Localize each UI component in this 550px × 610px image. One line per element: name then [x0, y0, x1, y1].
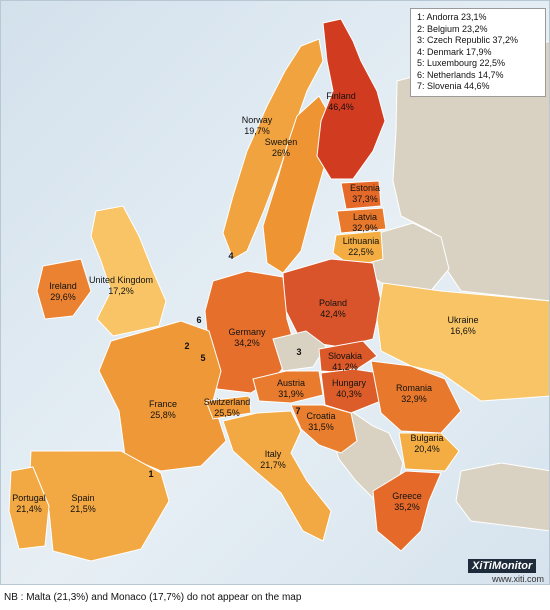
label-hungary-value: 40,3% [336, 389, 362, 399]
label-bulgaria-name: Bulgaria [410, 433, 443, 443]
label-ireland-name: Ireland [49, 281, 77, 291]
country-portugal [8, 466, 50, 550]
country-labels: Finland46,4%Norway19,7%Sweden26%Estonia3… [12, 91, 478, 514]
label-sweden-value: 26% [272, 148, 290, 158]
europe-map: Finland 46,4% Norway 19,7% Sweden 26% Estonia 3… [0, 0, 550, 585]
region-turkey [455, 462, 549, 532]
label-spain-name: Spain [71, 493, 94, 503]
country-poland [282, 258, 382, 348]
label-switzerland-value: 25,5% [214, 408, 240, 418]
label-romania-name: Romania [396, 383, 432, 393]
label-lithuania-value: 22,5% [348, 247, 374, 257]
label-poland-value: 42,4% [320, 309, 346, 319]
label-austria-value: 31,9% [278, 389, 304, 399]
label-lithuania-name: Lithuania [343, 236, 380, 246]
label-ukraine-name: Ukraine [447, 315, 478, 325]
label-bulgaria-value: 20,4% [414, 444, 440, 454]
country-estonia [340, 180, 382, 210]
legend-item: 6: Netherlands 14,7% [417, 69, 504, 80]
label-estonia-value: 37,3% [352, 194, 378, 204]
marker-2: 2 [184, 341, 189, 351]
footnote: NB : Malta (21,3%) and Monaco (17,7%) do… [4, 592, 302, 603]
label-romania-value: 32,9% [401, 394, 427, 404]
country-bulgaria [398, 432, 460, 472]
legend-item: 7: Slovenia 44,6% [417, 81, 490, 91]
label-austria-name: Austria [277, 378, 305, 388]
label-germany-name: Germany [228, 327, 266, 337]
country-ukraine [376, 282, 549, 402]
marker-7: 7 [295, 406, 300, 416]
label-latvia-value: 32,9% [352, 223, 378, 233]
legend-box: 1: Andorra 23,1% 2: Belgium 23,2% 3: Czech… [410, 8, 546, 97]
label-latvia-name: Latvia [353, 212, 377, 222]
country-spain [28, 450, 170, 562]
country-greece [372, 470, 442, 552]
country-finland [316, 18, 386, 180]
label-greece-value: 35,2% [394, 502, 420, 512]
logo-url: www.xiti.com [491, 574, 544, 584]
marker-5: 5 [200, 353, 205, 363]
label-slovakia-value: 41,2% [332, 362, 358, 372]
label-ireland-value: 29,6% [50, 292, 76, 302]
marker-1: 1 [148, 469, 153, 479]
label-norway-value: 19,7% [244, 126, 270, 136]
label-croatia-name: Croatia [306, 411, 335, 421]
label-germany-value: 34,2% [234, 338, 260, 348]
label-poland-name: Poland [319, 298, 347, 308]
label-greece-name: Greece [392, 491, 422, 501]
country-latvia [336, 207, 387, 234]
label-finland-value: 46,4% [328, 102, 354, 112]
label-uk-value: 17,2% [108, 286, 134, 296]
legend-item: 4: Denmark 17,9% [417, 46, 492, 57]
label-france-value: 25,8% [150, 410, 176, 420]
label-estonia-name: Estonia [350, 183, 380, 193]
country-italy [222, 410, 332, 542]
marker-6: 6 [196, 315, 201, 325]
label-sweden-name: Sweden [265, 137, 298, 147]
label-hungary-name: Hungary [332, 378, 367, 388]
label-ukraine-value: 16,6% [450, 326, 476, 336]
marker-4: 4 [228, 251, 233, 261]
label-croatia-value: 31,5% [308, 422, 334, 432]
legend-item: 2: Belgium 23,2% [417, 23, 488, 34]
label-france-name: France [149, 399, 177, 409]
label-portugal-value: 21,4% [16, 504, 42, 514]
country-norway [222, 38, 324, 260]
xiti-logo: XiTiMonitor www.xiti.com [468, 556, 544, 584]
legend-item: 3: Czech Republic 37,2% [417, 35, 519, 45]
country-france [98, 320, 227, 472]
logo-text: XiTiMonitor [468, 559, 537, 573]
label-slovakia-name: Slovakia [328, 351, 362, 361]
country-ireland [36, 258, 92, 320]
small-country-markers: 1 2 3 4 5 6 7 [148, 251, 301, 479]
label-italy-value: 21,7% [260, 460, 286, 470]
label-norway-name: Norway [242, 115, 273, 125]
country-romania [370, 360, 462, 434]
map-svg: Finland46,4%Norway19,7%Sweden26%Estonia3… [8, 18, 549, 562]
label-switzerland-name: Switzerland [204, 397, 251, 407]
label-italy-name: Italy [265, 449, 282, 459]
label-portugal-name: Portugal [12, 493, 46, 503]
country-switzerland [205, 395, 252, 420]
marker-3: 3 [296, 347, 301, 357]
country-slovakia [318, 340, 378, 374]
country-slovenia-area [290, 404, 358, 454]
legend-item: 5: Luxembourg 22,5% [417, 58, 506, 68]
label-spain-value: 21,5% [70, 504, 96, 514]
country-austria [252, 370, 324, 404]
label-uk-name: United Kingdom [89, 275, 153, 285]
legend-item: 1: Andorra 23,1% [417, 12, 487, 22]
label-finland-name: Finland [326, 91, 356, 101]
country-uk [90, 205, 167, 337]
